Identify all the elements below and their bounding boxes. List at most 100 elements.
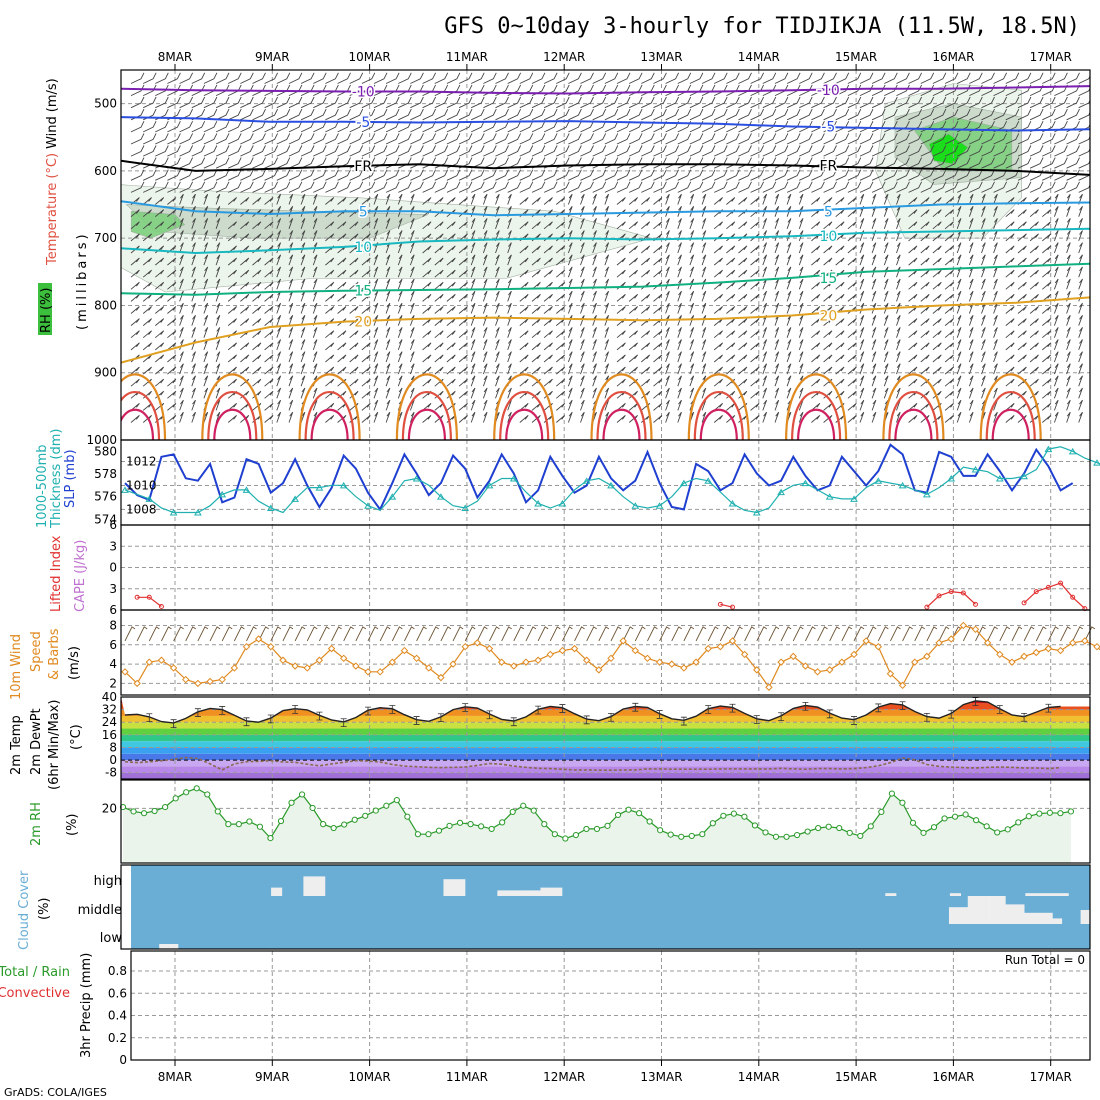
minmax-marker (462, 703, 469, 712)
wind-barb (567, 254, 573, 266)
rh2m-marker (330, 824, 337, 832)
rh2m-marker (678, 833, 685, 840)
wind-barb (1029, 157, 1044, 169)
wind-barb (604, 266, 610, 278)
wind-barb (993, 133, 1008, 145)
wind-barb (944, 133, 959, 145)
thickness-tick-label: 576 (94, 490, 117, 504)
wind-barb (774, 363, 780, 375)
wind-barb (604, 315, 610, 326)
wind-barb (1066, 230, 1071, 242)
wind-barb (252, 133, 266, 145)
wind-barb (458, 108, 473, 121)
minmax-marker (267, 714, 274, 724)
wind-barb (209, 626, 221, 642)
wind-barb (908, 245, 918, 254)
wind-barb (877, 626, 889, 642)
wind-barb (495, 145, 509, 157)
wind-barb (981, 339, 986, 351)
wind-barb (871, 290, 877, 302)
rh2m-marker (456, 819, 464, 826)
wind-barb (750, 269, 760, 278)
wind-barb (932, 318, 942, 326)
wind-barb (531, 269, 541, 278)
wind-barb (507, 230, 512, 242)
pressure-tick-label: 700 (94, 231, 117, 245)
wind-barb (701, 72, 716, 84)
wind-barb (798, 387, 804, 399)
minmax-marker (875, 703, 882, 713)
wind-barb (179, 120, 194, 133)
wind-barb (240, 120, 254, 133)
rh-legend-label: RH (%) (39, 288, 54, 333)
wind-barb (215, 108, 230, 121)
wind-barb (148, 626, 160, 642)
wind-barb (470, 363, 476, 375)
wind-barb (811, 133, 825, 145)
wind-barb (604, 218, 610, 229)
wind-barb (416, 626, 427, 642)
wind-barb (543, 120, 558, 133)
wind-barb (653, 378, 663, 387)
wind-barb (130, 120, 145, 133)
wind-barb (847, 96, 862, 109)
wind-barb (1005, 72, 1020, 84)
wind-barb (701, 327, 707, 338)
temperature-contour (699, 408, 738, 440)
precip-tick-label: 0.8 (108, 964, 127, 978)
rh2m-marker (699, 831, 706, 838)
wind-barb (337, 306, 347, 314)
cloud-bar (949, 893, 961, 896)
wind-barb (385, 351, 391, 363)
wind-barb (1066, 363, 1071, 375)
wind-barb (288, 278, 294, 290)
wind-barb (993, 411, 998, 423)
wind-barb (1091, 146, 1100, 157)
rh2m-marker (320, 821, 327, 828)
wind-barb (130, 415, 140, 423)
wind-barb (786, 72, 801, 84)
wind-barb (446, 84, 461, 97)
wind-speed-marker (947, 635, 955, 643)
wind-barb (325, 257, 335, 266)
pressure-tick-label: 600 (94, 164, 117, 178)
wind-barb (191, 278, 196, 290)
wind-barb (203, 72, 218, 84)
wind-barb (871, 133, 886, 145)
wind-barb (665, 339, 670, 351)
wind-barb (835, 133, 850, 145)
wind-barb (264, 306, 274, 314)
wind-barb (968, 375, 974, 387)
wind-barb (871, 254, 877, 266)
wind-barb (337, 366, 347, 375)
wind-barb (252, 281, 262, 290)
wind-barb (288, 145, 303, 157)
wind-barb (592, 387, 597, 399)
wind-barb (1066, 254, 1071, 266)
wind-speed-marker (850, 650, 858, 659)
wind-barb (798, 193, 804, 205)
rh2m-marker (962, 811, 969, 818)
wind-barb (908, 221, 918, 230)
wind-barb (337, 293, 347, 302)
wind-barb (568, 96, 582, 109)
wind-barb (1078, 351, 1083, 363)
wind-barb (276, 120, 291, 133)
wind-barb (1053, 327, 1059, 338)
wind-barb (300, 218, 306, 229)
wind-barb (519, 133, 534, 145)
wind-barb (847, 181, 862, 193)
wind-barb (726, 330, 736, 339)
wind-barb (956, 399, 962, 411)
wind-barb (300, 254, 306, 266)
wind-barb (1035, 626, 1047, 642)
wind-barb (616, 72, 631, 84)
slp-line (124, 443, 1074, 512)
wind-barb (155, 169, 169, 181)
wind-barb (993, 242, 998, 254)
wind-barb (1091, 412, 1095, 422)
wind-barb (993, 72, 1008, 84)
wind-barb (264, 96, 279, 109)
wind-barb (385, 230, 391, 242)
wind-barb (458, 293, 468, 302)
